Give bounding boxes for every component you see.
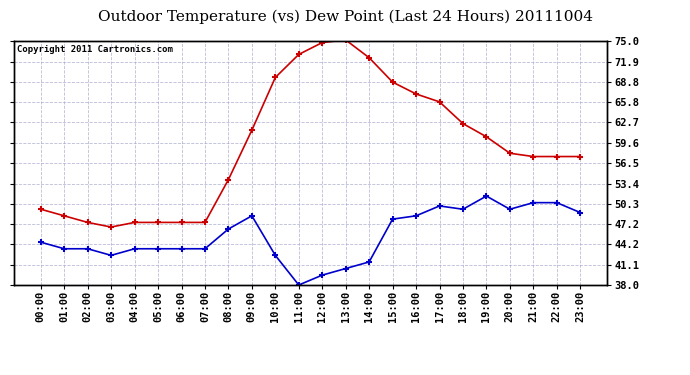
Text: Outdoor Temperature (vs) Dew Point (Last 24 Hours) 20111004: Outdoor Temperature (vs) Dew Point (Last… bbox=[97, 9, 593, 24]
Text: Copyright 2011 Cartronics.com: Copyright 2011 Cartronics.com bbox=[17, 45, 172, 54]
